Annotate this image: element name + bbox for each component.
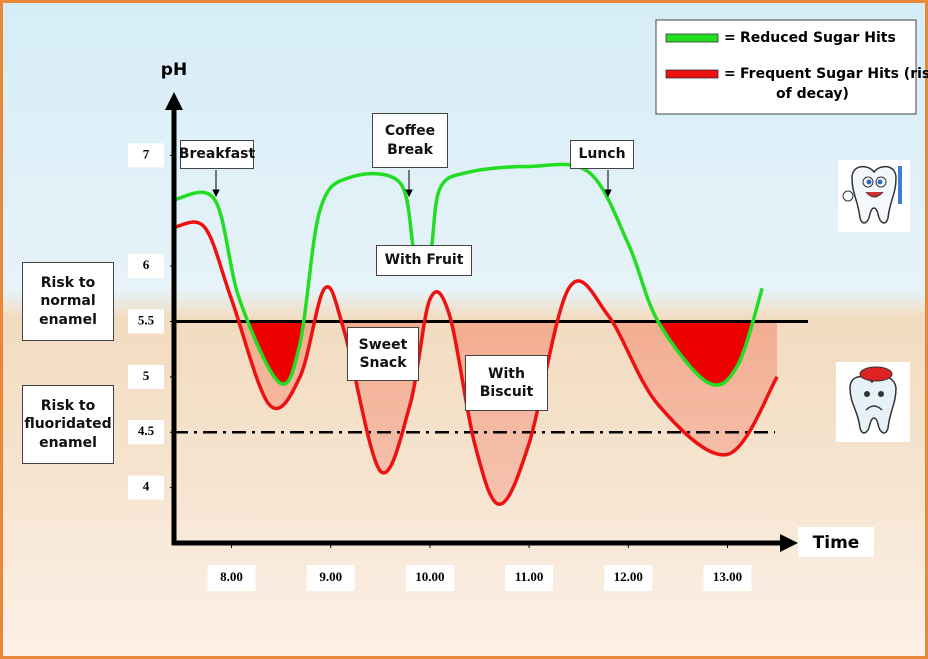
- ice-pack: [860, 367, 892, 381]
- legend-swatch: [666, 34, 718, 42]
- x-tick-label: 13.00: [713, 569, 742, 584]
- y-tick-label: 5.5: [138, 312, 155, 327]
- legend-label-line: of decay): [776, 86, 849, 102]
- axes: pH Time: [161, 60, 874, 557]
- legend-label-line: Frequent Sugar Hits (risk: [740, 66, 928, 82]
- reference-label: Risk to fluoridated enamel: [22, 385, 114, 464]
- x-tick-label: 9.00: [319, 569, 342, 584]
- legend: =Reduced Sugar Hits=Frequent Sugar Hits …: [656, 20, 928, 114]
- hand: [843, 191, 853, 201]
- y-tick-label: 7: [143, 146, 150, 161]
- eye: [864, 391, 870, 397]
- pupil: [867, 180, 872, 185]
- eye: [878, 391, 884, 397]
- annotation-arrows: [213, 170, 611, 196]
- annotation: Breakfast: [180, 140, 254, 169]
- x-tick-label: 12.00: [614, 569, 643, 584]
- y-axis-arrow: [165, 92, 183, 110]
- y-tick-label: 4: [143, 479, 150, 494]
- annotation: Lunch: [570, 140, 634, 169]
- arrow-head: [213, 190, 219, 196]
- y-tick-label: 6: [143, 257, 150, 272]
- y-axis-label: pH: [161, 60, 187, 80]
- x-axis-label: Time: [813, 533, 860, 553]
- pupil: [878, 180, 883, 185]
- reference-label: Risk to normal enamel: [22, 262, 114, 341]
- annotation: With Biscuit: [465, 355, 548, 411]
- legend-label: Reduced Sugar Hits: [740, 30, 896, 46]
- x-axis-arrow: [780, 534, 798, 552]
- x-tick-label: 8.00: [220, 569, 243, 584]
- y-tick-label: 4.5: [138, 423, 155, 438]
- toothbrush: [898, 166, 902, 204]
- sad-tooth-icon: [836, 362, 910, 442]
- legend-separator: =: [724, 66, 736, 82]
- legend-separator: =: [724, 30, 736, 46]
- x-tick-label: 11.00: [515, 569, 544, 584]
- y-tick-label: 5: [143, 368, 150, 383]
- chart: pH Time 7 6 5.5 5 4.5 4 8.00 9.00 10.00 11.00 12.0…: [0, 0, 928, 659]
- x-tick-label: 10.00: [415, 569, 444, 584]
- annotation: With Fruit: [376, 245, 472, 276]
- page: pH Time 7 6 5.5 5 4.5 4 8.00 9.00 10.00 11.00 12.0…: [0, 0, 928, 659]
- legend-swatch: [666, 70, 718, 78]
- happy-tooth-icon: [838, 160, 910, 232]
- annotation: Sweet Snack: [347, 327, 419, 381]
- annotation: Coffee Break: [372, 113, 448, 168]
